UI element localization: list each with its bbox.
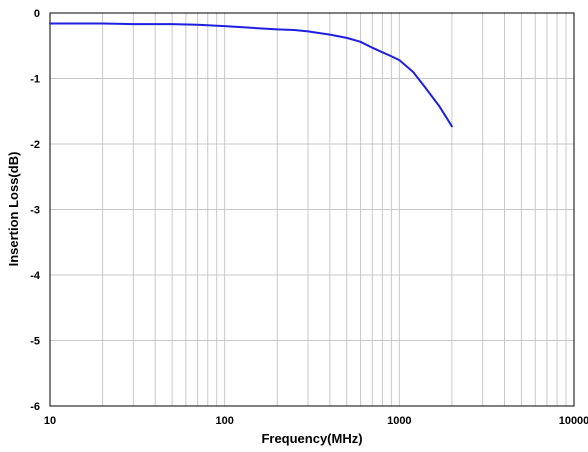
y-tick-label: -1	[30, 74, 40, 86]
y-tick-label: 0	[34, 8, 40, 20]
x-tick-label: 10	[44, 415, 56, 427]
x-tick-label: 10000	[559, 415, 588, 427]
x-axis-label: Frequency(MHz)	[261, 431, 362, 446]
y-axis-ticks: 0 -1 -2 -3 -4 -5 -6	[30, 8, 41, 413]
y-tick-label: -2	[30, 139, 40, 151]
y-tick-label: -3	[30, 205, 40, 217]
x-tick-label: 100	[215, 415, 233, 427]
y-tick-label: -6	[30, 401, 40, 413]
y-tick-label: -5	[30, 336, 40, 348]
grid	[50, 13, 574, 406]
y-tick-label: -4	[30, 270, 41, 282]
x-axis-ticks: 10 100 1000 10000	[44, 415, 588, 427]
y-axis-label: Insertion Loss(dB)	[6, 152, 21, 267]
x-tick-label: 1000	[387, 415, 411, 427]
